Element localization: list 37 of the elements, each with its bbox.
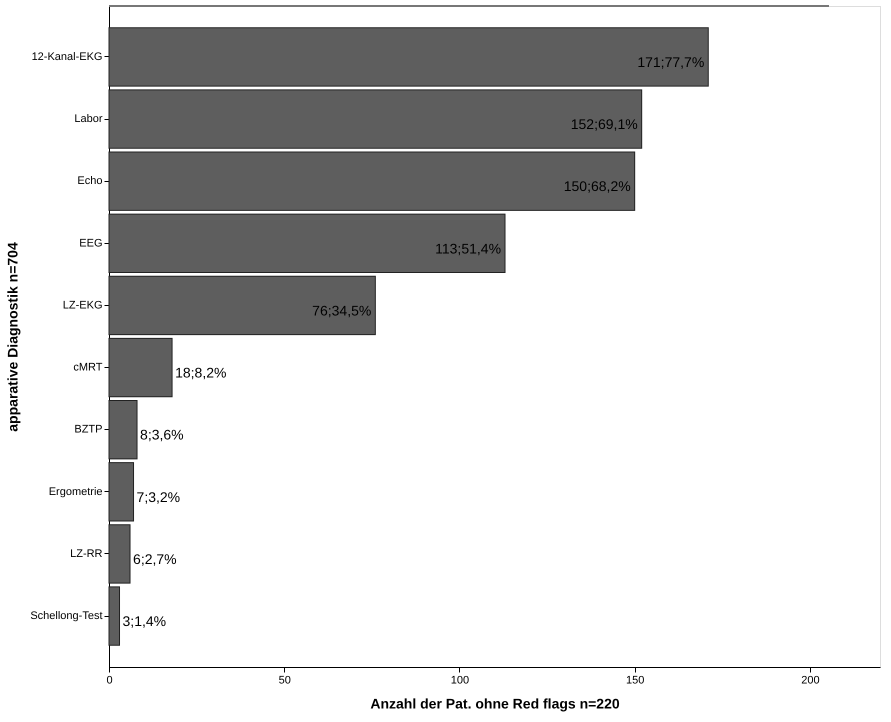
y-tick-label: 12-Kanal-EKG [32, 50, 102, 63]
x-tick-label: 0 [106, 674, 113, 686]
data-label: 152;69,1% [570, 116, 638, 132]
x-tick-label: 50 [278, 674, 291, 686]
bar [108, 462, 134, 522]
data-label: 7;3,2% [136, 488, 180, 505]
y-tick-label: Echo [77, 175, 102, 188]
data-label: 3;1,4% [122, 613, 166, 630]
y-tick-label: cMRT [73, 362, 103, 374]
y-tick-label: Ergometrie [48, 486, 102, 498]
y-axis-title: apparative Diagnostik n=704 [4, 242, 20, 432]
y-tick-label: LZ-EKG [62, 299, 102, 312]
x-tick-label: 200 [801, 674, 820, 686]
x-tick-label: 100 [450, 674, 470, 686]
x-tick-label: 150 [626, 674, 644, 686]
x-axis-title: Anzahl der Pat. ohne Red flags n=220 [370, 696, 620, 712]
data-label: 150;68,2% [564, 178, 631, 194]
data-label: 76;34,5% [312, 302, 372, 318]
data-label: 8;3,6% [140, 426, 184, 443]
bar [108, 151, 636, 211]
y-tick-label: LZ-RR [70, 548, 103, 560]
data-label: 6;2,7% [133, 550, 177, 567]
bar [108, 89, 642, 149]
data-label: 171;77,7% [637, 54, 704, 70]
bar [108, 524, 131, 584]
bar [108, 400, 138, 460]
bar [108, 338, 173, 398]
bar [108, 27, 709, 87]
y-tick-label: Schellong-Test [30, 610, 102, 622]
bar [108, 214, 506, 274]
bar [108, 276, 376, 336]
data-label: 18;8,2% [175, 364, 226, 381]
y-tick-label: Labor [74, 113, 103, 126]
y-tick-label: BZTP [74, 424, 102, 436]
y-tick-label: EEG [79, 237, 102, 250]
data-label: 113;51,4% [435, 240, 502, 256]
bar [108, 586, 120, 646]
